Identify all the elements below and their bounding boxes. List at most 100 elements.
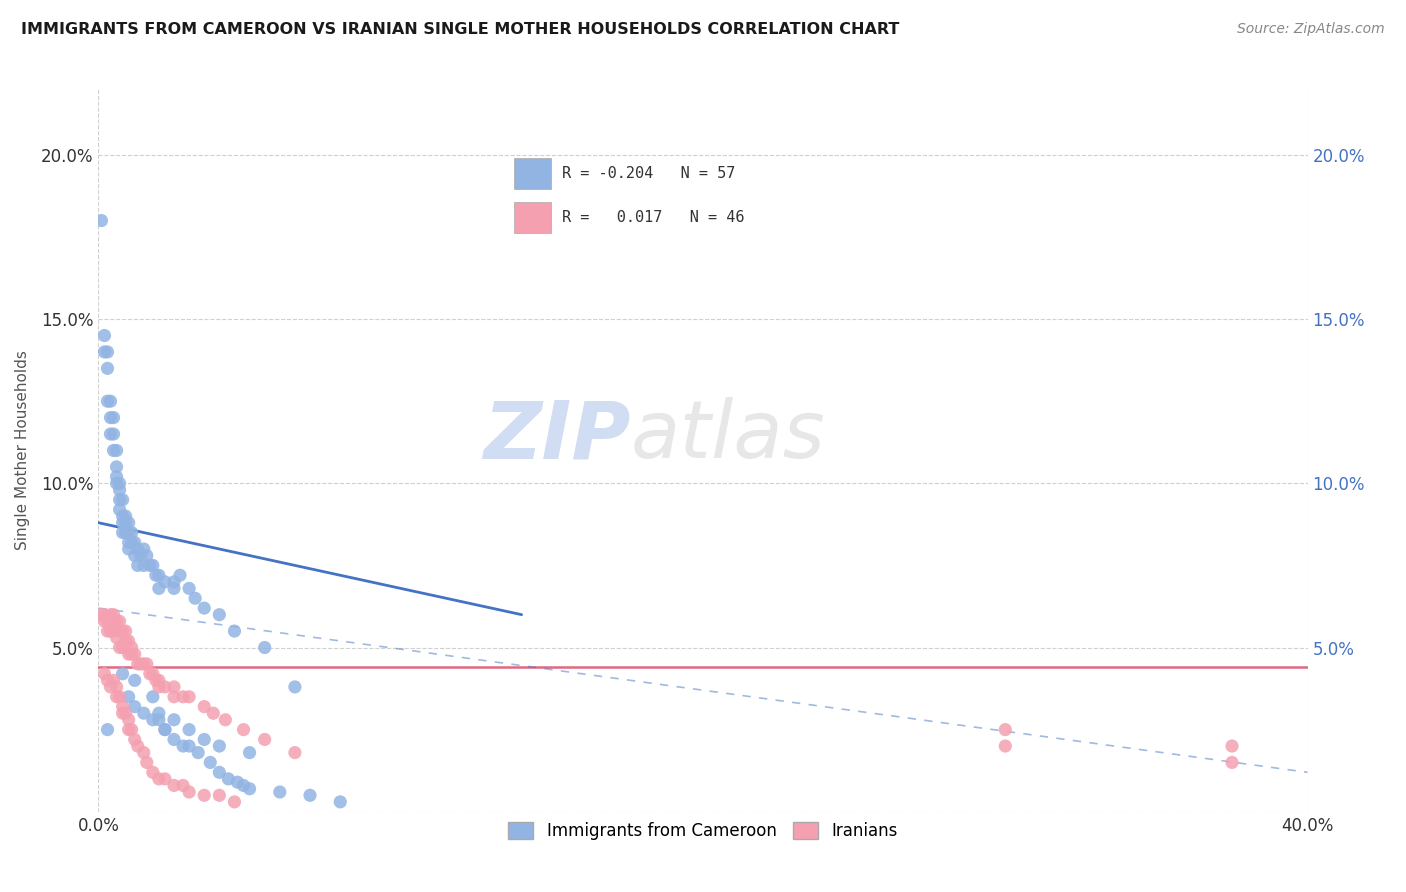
Point <box>217 772 239 786</box>
Point <box>103 673 125 688</box>
Point <box>148 582 170 596</box>
Point <box>124 732 146 747</box>
Point <box>153 772 176 786</box>
Point <box>100 680 122 694</box>
Point <box>105 459 128 474</box>
Point <box>208 789 231 803</box>
Point <box>121 647 143 661</box>
Point <box>118 535 141 549</box>
Point <box>142 558 165 573</box>
Point <box>111 706 134 721</box>
Point <box>121 640 143 655</box>
Point <box>179 785 201 799</box>
Point <box>153 723 176 737</box>
Point <box>118 723 141 737</box>
Point <box>153 723 176 737</box>
Point <box>193 601 215 615</box>
Point <box>129 549 152 563</box>
Point <box>148 568 170 582</box>
Point <box>132 541 155 556</box>
Point <box>108 483 131 497</box>
Point <box>193 699 215 714</box>
Point <box>118 634 141 648</box>
Point <box>108 492 131 507</box>
Point <box>108 502 131 516</box>
Point <box>114 509 136 524</box>
Point <box>118 713 141 727</box>
Point <box>148 673 170 688</box>
Point <box>153 680 176 694</box>
Point <box>124 699 146 714</box>
Point <box>121 723 143 737</box>
Text: R = -0.204   N = 57: R = -0.204 N = 57 <box>562 166 735 181</box>
Point <box>100 607 122 622</box>
Point <box>111 509 134 524</box>
Point <box>239 781 262 796</box>
Text: Source: ZipAtlas.com: Source: ZipAtlas.com <box>1237 22 1385 37</box>
Point <box>184 591 207 606</box>
Point <box>114 516 136 530</box>
Point <box>111 525 134 540</box>
Point <box>163 713 186 727</box>
Point <box>105 680 128 694</box>
Point <box>329 795 352 809</box>
Point <box>153 574 176 589</box>
Point <box>100 394 122 409</box>
Point <box>135 549 157 563</box>
Point <box>90 607 112 622</box>
Point <box>118 690 141 704</box>
Point <box>172 739 194 753</box>
Text: R =   0.017   N = 46: R = 0.017 N = 46 <box>562 210 745 225</box>
Point <box>96 624 118 639</box>
Point <box>139 558 162 573</box>
Point <box>148 713 170 727</box>
Point <box>226 775 249 789</box>
Point <box>132 746 155 760</box>
Point <box>208 765 231 780</box>
Point <box>121 535 143 549</box>
Point <box>108 624 131 639</box>
Point <box>179 723 201 737</box>
Point <box>96 673 118 688</box>
Point <box>163 574 186 589</box>
Point <box>118 516 141 530</box>
Point <box>163 690 186 704</box>
Point <box>111 699 134 714</box>
Point <box>124 673 146 688</box>
Point <box>142 713 165 727</box>
Point <box>105 690 128 704</box>
Point <box>299 789 322 803</box>
Point <box>132 558 155 573</box>
Point <box>169 568 191 582</box>
Point <box>111 666 134 681</box>
Point <box>108 476 131 491</box>
Point <box>142 666 165 681</box>
Point <box>224 795 246 809</box>
Point <box>135 657 157 671</box>
Y-axis label: Single Mother Households: Single Mother Households <box>15 351 30 550</box>
Point <box>208 607 231 622</box>
Point <box>148 680 170 694</box>
Point <box>96 345 118 359</box>
Point <box>129 657 152 671</box>
Point <box>208 739 231 753</box>
Point <box>202 706 225 721</box>
Point <box>127 558 149 573</box>
Point <box>200 756 222 770</box>
Point <box>96 394 118 409</box>
Point <box>124 535 146 549</box>
Point <box>163 680 186 694</box>
Point <box>124 647 146 661</box>
Point <box>284 746 307 760</box>
Point <box>93 666 115 681</box>
Point <box>253 640 276 655</box>
Point <box>96 614 118 628</box>
Point <box>139 666 162 681</box>
Point <box>118 541 141 556</box>
Text: ZIP: ZIP <box>484 397 630 475</box>
Point <box>172 690 194 704</box>
Point <box>111 492 134 507</box>
Point <box>111 624 134 639</box>
Point <box>103 427 125 442</box>
Point <box>100 410 122 425</box>
